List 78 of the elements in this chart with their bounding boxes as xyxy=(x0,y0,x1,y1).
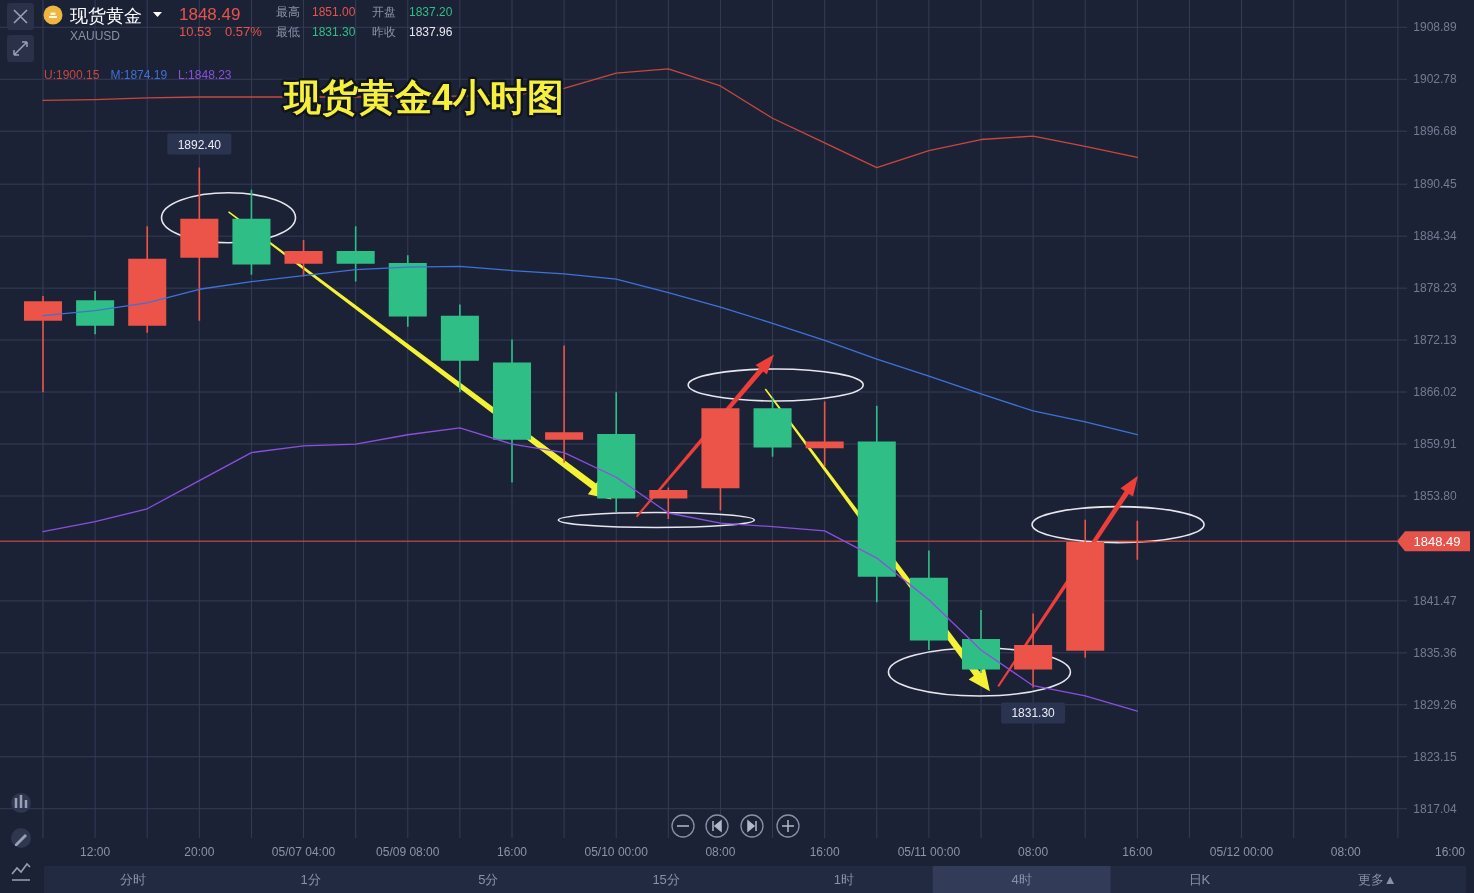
annotation: XAUUSD xyxy=(70,29,121,43)
ref-tag: 1848.49 xyxy=(1397,531,1470,552)
text: 15分 xyxy=(652,872,680,887)
y-tick-label: 1896.68 xyxy=(1413,124,1458,139)
text: 1时 xyxy=(833,872,854,887)
y-tick-label: 1884.34 xyxy=(1413,229,1458,244)
annotation: 1851.00 xyxy=(312,5,356,19)
y-tick-label: 1890.45 xyxy=(1413,177,1458,192)
candlestick xyxy=(440,304,479,393)
x-tick-label: 08:00 xyxy=(705,845,736,859)
annotation: 1831.30 xyxy=(312,25,356,39)
candlestick xyxy=(1014,613,1053,688)
y-tick-label: 1829.26 xyxy=(1413,697,1458,712)
annotation: 1831.30 xyxy=(1011,706,1056,721)
annotation: 1837.20 xyxy=(409,5,453,19)
x-tick-label: 08:00 xyxy=(1330,845,1362,859)
candlestick xyxy=(753,397,792,457)
x-tick-label: 16:00 xyxy=(809,845,841,859)
y-tick-label: 1872.13 xyxy=(1413,333,1458,348)
y-tick-label: 1835.36 xyxy=(1413,645,1458,660)
annotation: 昨收 xyxy=(372,25,396,39)
x-tick-label: 08:00 xyxy=(1018,845,1049,859)
chart-subtitle: 现货黄金 xyxy=(70,6,142,26)
x-tick-label: 05/12 00:00 xyxy=(1209,845,1274,859)
text: 1分 xyxy=(300,872,321,887)
candlestick xyxy=(388,255,427,327)
candlestick xyxy=(909,550,948,650)
candlestick xyxy=(545,345,584,463)
candlestick xyxy=(284,239,323,277)
candlestick xyxy=(649,487,688,519)
x-tick-label: 05/09 08:00 xyxy=(376,845,440,859)
annotation: 最低 xyxy=(276,25,300,39)
candlestick xyxy=(180,167,219,321)
candlestick xyxy=(701,408,740,511)
annotation: 0.57% xyxy=(225,24,263,39)
candlestick xyxy=(492,339,532,483)
candlestick xyxy=(23,296,63,393)
annotation: 10.53 xyxy=(179,24,212,39)
x-tick-label: 05/11 00:00 xyxy=(897,845,961,859)
y-tick-label: 1817.04 xyxy=(1413,801,1458,816)
x-tick-label: 05/07 04:00 xyxy=(271,845,336,859)
x-tick-label: 20:00 xyxy=(184,845,215,859)
x-tick-label: 16:00 xyxy=(1434,845,1466,859)
line-series xyxy=(42,265,1138,436)
x-tick-label: 16:00 xyxy=(1122,845,1153,859)
candlestick xyxy=(961,610,1001,673)
y-tick-label: 1823.15 xyxy=(1413,749,1458,764)
text: 分时 xyxy=(119,872,146,887)
candlestick xyxy=(76,290,115,335)
annotation: 最高 xyxy=(276,5,300,19)
y-tick-label: 1859.91 xyxy=(1413,437,1458,452)
text: 更多▲ xyxy=(1357,872,1397,887)
data-tag: 1892.40 xyxy=(167,133,232,155)
candlestick xyxy=(336,226,375,282)
candlestick xyxy=(597,392,636,513)
annotation: 1848.49 xyxy=(179,5,241,24)
data-tag: 1831.30 xyxy=(1001,702,1066,724)
legend: U:1900.15 M:1874.19 L:1848.23 xyxy=(44,68,232,82)
ref-line-label: 1848.49 xyxy=(1413,533,1461,549)
candlestick xyxy=(232,189,271,275)
y-tick-label: 1908.89 xyxy=(1413,20,1458,35)
text: 4时 xyxy=(1011,872,1032,887)
candlestick xyxy=(1066,519,1105,658)
y-tick-label: 1841.47 xyxy=(1413,593,1458,608)
annotation: 1837.96 xyxy=(409,25,453,39)
annotation: 1892.40 xyxy=(177,137,222,152)
y-tick-label: 1902.78 xyxy=(1413,72,1458,87)
text: 5分 xyxy=(478,872,499,887)
y-tick-label: 1853.80 xyxy=(1413,488,1458,503)
x-tick-label: 16:00 xyxy=(496,845,528,859)
y-tick-label: 1866.02 xyxy=(1413,385,1458,400)
x-tick-label: 12:00 xyxy=(80,845,111,859)
y-tick-label: 1878.23 xyxy=(1413,281,1458,296)
candlestick xyxy=(857,405,896,603)
candlestick xyxy=(128,226,167,333)
text: 日K xyxy=(1188,872,1211,887)
annotation: 开盘 xyxy=(372,5,396,19)
x-tick-label: 05/10 00:00 xyxy=(584,845,649,859)
